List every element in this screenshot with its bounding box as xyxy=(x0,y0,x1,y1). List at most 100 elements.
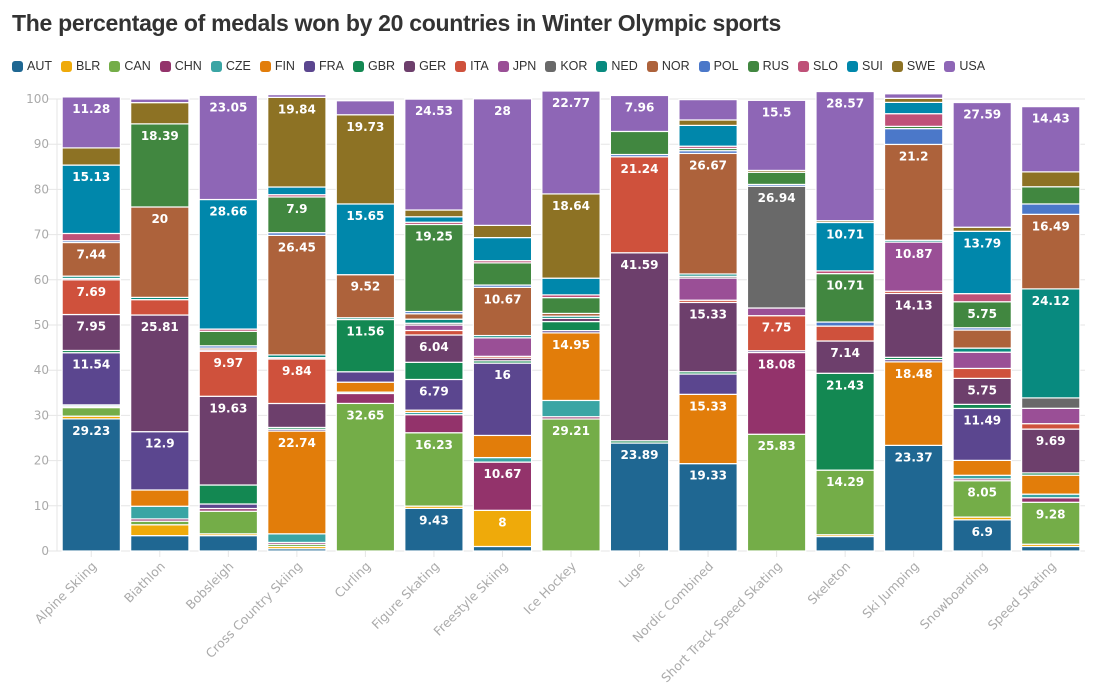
legend-item-rus[interactable]: RUS xyxy=(747,59,789,73)
bar-segment-biathlon-cze[interactable] xyxy=(130,505,190,520)
bar-segment-short-track-speed-skating-rus[interactable] xyxy=(746,171,807,186)
bar-segment-alpine-skiing-ita[interactable] xyxy=(61,279,121,316)
bar-segment-figure-skating-nor[interactable] xyxy=(404,313,464,320)
bar-segment-cross-country-skiing-ger[interactable] xyxy=(267,402,327,429)
bar-segment-figure-skating-ned[interactable] xyxy=(404,318,464,324)
bar-segment-bobsleigh-ita[interactable] xyxy=(198,350,259,397)
bar-segment-nordic-combined-aut[interactable] xyxy=(678,463,738,552)
legend-item-nor[interactable]: NOR xyxy=(646,59,690,73)
bar-segment-cross-country-skiing-ita[interactable] xyxy=(267,358,327,405)
bar-segment-alpine-skiing-aut[interactable] xyxy=(61,418,121,552)
bar-segment-short-track-speed-skating-usa[interactable] xyxy=(746,99,807,172)
bar-segment-nordic-combined-fra[interactable] xyxy=(678,373,738,395)
bar-segment-bobsleigh-sui[interactable] xyxy=(198,198,259,330)
bar-segment-snowboarding-nor[interactable] xyxy=(952,329,1012,349)
bar-segment-bobsleigh-gbr[interactable] xyxy=(198,484,259,505)
bar-segment-snowboarding-ita[interactable] xyxy=(952,367,1012,379)
legend-item-chn[interactable]: CHN xyxy=(159,59,202,73)
bar-segment-biathlon-fra[interactable] xyxy=(130,431,190,491)
bar-segment-ice-hockey-cze[interactable] xyxy=(541,399,601,418)
bar-segment-luge-ita[interactable] xyxy=(609,156,670,254)
bar-segment-speed-skating-aut[interactable] xyxy=(1021,545,1081,552)
bar-segment-snowboarding-swe[interactable] xyxy=(952,226,1012,232)
bar-segment-cross-country-skiing-cze[interactable] xyxy=(267,533,327,544)
bar-segment-curling-usa[interactable] xyxy=(335,100,396,116)
legend-item-gbr[interactable]: GBR xyxy=(352,59,395,73)
bar-segment-freestyle-skiing-usa[interactable] xyxy=(472,98,533,226)
bar-segment-skeleton-aut[interactable] xyxy=(815,535,875,552)
bar-segment-snowboarding-gbr[interactable] xyxy=(952,403,1012,410)
bar-segment-ice-hockey-rus[interactable] xyxy=(541,297,601,315)
legend-item-jpn[interactable]: JPN xyxy=(497,59,536,73)
bar-segment-figure-skating-usa[interactable] xyxy=(404,98,464,211)
bar-segment-figure-skating-gbr[interactable] xyxy=(404,361,464,381)
bar-segment-alpine-skiing-fra[interactable] xyxy=(61,352,121,406)
bar-segment-ski-jumping-swe[interactable] xyxy=(883,97,944,103)
bar-segment-luge-usa[interactable] xyxy=(609,94,670,133)
bar-segment-figure-skating-aut[interactable] xyxy=(404,507,464,552)
bar-segment-skeleton-ita[interactable] xyxy=(815,325,875,342)
bar-segment-alpine-skiing-usa[interactable] xyxy=(61,96,121,149)
bar-segment-ski-jumping-fin[interactable] xyxy=(883,361,944,446)
bar-segment-ski-jumping-pol[interactable] xyxy=(883,128,944,146)
bar-segment-bobsleigh-rus[interactable] xyxy=(198,330,259,347)
bar-segment-ski-jumping-slo[interactable] xyxy=(883,113,944,127)
legend-item-ita[interactable]: ITA xyxy=(455,59,489,73)
bar-segment-curling-fra[interactable] xyxy=(335,371,396,383)
bar-segment-figure-skating-chn[interactable] xyxy=(404,414,464,434)
bar-segment-biathlon-blr[interactable] xyxy=(130,524,190,537)
bar-segment-short-track-speed-skating-jpn[interactable] xyxy=(746,307,807,317)
bar-segment-snowboarding-rus[interactable] xyxy=(952,301,1012,329)
legend-item-pol[interactable]: POL xyxy=(698,59,739,73)
bar-segment-alpine-skiing-can[interactable] xyxy=(61,406,121,417)
bar-segment-biathlon-usa[interactable] xyxy=(130,98,190,104)
bar-segment-curling-can[interactable] xyxy=(335,402,396,552)
bar-segment-skeleton-pol[interactable] xyxy=(815,321,875,327)
bar-segment-cross-country-skiing-usa[interactable] xyxy=(267,94,327,98)
bar-segment-freestyle-skiing-aut[interactable] xyxy=(472,545,533,552)
bar-segment-speed-skating-fin[interactable] xyxy=(1021,474,1081,495)
legend-item-blr[interactable]: BLR xyxy=(61,59,100,73)
bar-segment-ski-jumping-aut[interactable] xyxy=(883,444,944,552)
legend-item-usa[interactable]: USA xyxy=(944,59,985,73)
bar-segment-speed-skating-can[interactable] xyxy=(1021,501,1081,545)
legend-item-ger[interactable]: GER xyxy=(404,59,446,73)
legend-item-ned[interactable]: NED xyxy=(596,59,638,73)
legend-item-cze[interactable]: CZE xyxy=(210,59,251,73)
bar-segment-speed-skating-kor[interactable] xyxy=(1021,397,1081,409)
bar-segment-speed-skating-chn[interactable] xyxy=(1021,497,1081,503)
bar-segment-short-track-speed-skating-can[interactable] xyxy=(746,433,807,552)
bar-segment-snowboarding-sui[interactable] xyxy=(952,230,1012,295)
bar-segment-bobsleigh-ger[interactable] xyxy=(198,395,259,486)
bar-segment-alpine-skiing-swe[interactable] xyxy=(61,147,121,166)
bar-segment-figure-skating-rus[interactable] xyxy=(404,223,464,313)
bar-segment-speed-skating-ger[interactable] xyxy=(1021,428,1081,474)
bar-segment-curling-swe[interactable] xyxy=(335,114,396,205)
bar-segment-freestyle-skiing-sui[interactable] xyxy=(472,236,533,262)
bar-segment-luge-rus[interactable] xyxy=(609,130,670,156)
bar-segment-freestyle-skiing-swe[interactable] xyxy=(472,224,533,239)
bar-segment-speed-skating-swe[interactable] xyxy=(1021,171,1081,188)
bar-segment-ice-hockey-sui[interactable] xyxy=(541,277,601,296)
bar-segment-luge-ger[interactable] xyxy=(609,252,670,442)
bar-segment-short-track-speed-skating-kor[interactable] xyxy=(746,185,807,309)
bar-segment-freestyle-skiing-fra[interactable] xyxy=(472,362,533,437)
bar-segment-figure-skating-jpn[interactable] xyxy=(404,324,464,332)
bar-segment-snowboarding-ned[interactable] xyxy=(952,347,1012,353)
bar-segment-nordic-combined-ger[interactable] xyxy=(678,301,738,373)
bar-segment-short-track-speed-skating-ita[interactable] xyxy=(746,315,807,352)
bar-segment-ski-jumping-jpn[interactable] xyxy=(883,241,944,292)
bar-segment-nordic-combined-sui[interactable] xyxy=(678,124,738,147)
bar-segment-bobsleigh-fra[interactable] xyxy=(198,503,259,510)
bar-segment-snowboarding-usa[interactable] xyxy=(952,101,1012,228)
bar-segment-freestyle-skiing-rus[interactable] xyxy=(472,262,533,286)
bar-segment-curling-gbr[interactable] xyxy=(335,318,396,373)
bar-segment-freestyle-skiing-fin[interactable] xyxy=(472,434,533,459)
bar-segment-speed-skating-usa[interactable] xyxy=(1021,106,1081,173)
bar-segment-alpine-skiing-nor[interactable] xyxy=(61,241,121,277)
bar-segment-biathlon-rus[interactable] xyxy=(130,123,190,208)
bar-segment-ski-jumping-sui[interactable] xyxy=(883,101,944,115)
bar-segment-figure-skating-ita[interactable] xyxy=(404,329,464,336)
bar-segment-skeleton-sui[interactable] xyxy=(815,221,875,272)
bar-segment-ice-hockey-gbr[interactable] xyxy=(541,320,601,332)
